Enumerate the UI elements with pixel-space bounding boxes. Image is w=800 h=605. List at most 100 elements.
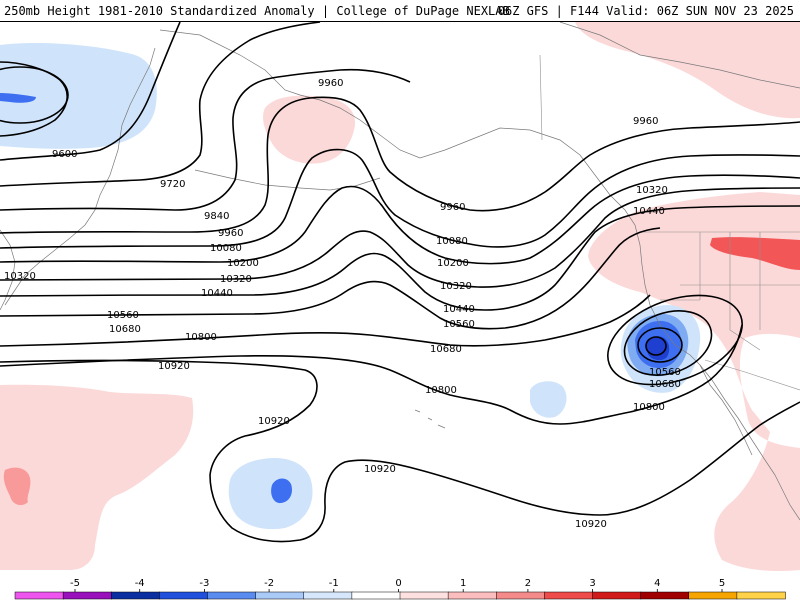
contour-low-kamchatka xyxy=(0,66,69,124)
colorbar-swatches xyxy=(14,591,786,600)
contour-9600 xyxy=(0,61,68,137)
label-10920-a: 10920 xyxy=(158,361,190,372)
anomaly-positive-westus xyxy=(588,192,800,571)
colorbar-swatch xyxy=(14,591,64,600)
label-10320-d: 10320 xyxy=(636,185,668,196)
contour-10080 xyxy=(0,148,800,249)
label-10800-c: 10800 xyxy=(633,402,665,413)
colorbar-tick-label: 0 xyxy=(395,578,401,589)
label-10680-a: 10680 xyxy=(109,324,141,335)
anomaly-negative-midpac-core xyxy=(271,478,292,504)
colorbar-swatch xyxy=(303,591,353,600)
colorbar-tick-label: 1 xyxy=(460,578,466,589)
colorbar-ticks: -5 -4 -3 -2 -1 0 1 2 3 4 5 xyxy=(70,578,725,592)
colorbar-tick-label: -5 xyxy=(70,578,80,589)
border-us-mexico xyxy=(704,359,800,391)
label-10800-a: 10800 xyxy=(185,332,217,343)
label-9960-a: 9960 xyxy=(218,228,243,239)
label-10560-b: 10560 xyxy=(443,319,475,330)
contour-cutoff-mid xyxy=(623,310,713,376)
coast-bc xyxy=(594,174,643,266)
label-9960-c: 9960 xyxy=(440,202,465,213)
colorbar-swatch xyxy=(592,591,642,600)
coast-baja xyxy=(699,364,753,456)
state-lines xyxy=(660,232,800,351)
colorbar-swatch xyxy=(399,591,449,600)
contour-10800 xyxy=(0,324,743,425)
label-10800-b: 10800 xyxy=(425,385,457,396)
label-10080-a: 10080 xyxy=(210,243,242,254)
contour-10320 xyxy=(0,187,800,288)
label-10560-c: 10560 xyxy=(649,367,681,378)
label-9840: 9840 xyxy=(204,211,229,222)
anomaly-positive-canada xyxy=(575,22,800,119)
colorbar-swatch xyxy=(62,591,112,600)
colorbar-swatch xyxy=(688,591,738,600)
colorbar-tick-label: 2 xyxy=(525,578,531,589)
colorbar-swatch xyxy=(447,591,497,600)
colorbar-swatch xyxy=(736,591,786,600)
contour-9600b xyxy=(0,22,181,161)
colorbar-swatch xyxy=(496,591,546,600)
label-10440-b: 10440 xyxy=(443,304,475,315)
colorbar-svg: -5 -4 -3 -2 -1 0 1 2 3 4 5 xyxy=(14,578,786,600)
contour-cutoff-outer xyxy=(607,294,743,386)
map-panel: 9600 9720 9840 9960 9960 9960 9960 10080… xyxy=(0,22,800,572)
anomaly-negative-midpac xyxy=(228,458,313,530)
colorbar-tick-label: -4 xyxy=(135,578,145,589)
contour-10440 xyxy=(0,205,800,311)
chart-title: 250mb Height 1981-2010 Standardized Anom… xyxy=(4,4,510,18)
coast-mexico xyxy=(774,474,800,521)
contour-9960 xyxy=(0,96,800,234)
colorbar-tick-label: -1 xyxy=(329,578,339,589)
colorbar-swatch xyxy=(640,591,690,600)
map-svg: 9600 9720 9840 9960 9960 9960 9960 10080… xyxy=(0,22,800,571)
contour-10920-west xyxy=(0,359,800,543)
colorbar-tick-label: -2 xyxy=(264,578,274,589)
contour-10200 xyxy=(0,174,800,265)
valid-time: 06Z GFS | F144 Valid: 06Z SUN NOV 23 202… xyxy=(497,4,794,18)
border-alaska-canada xyxy=(539,54,543,141)
colorbar-swatch xyxy=(255,591,305,600)
contour-10680 xyxy=(0,294,651,347)
label-10440-a: 10440 xyxy=(201,288,233,299)
anomaly-positive-wpac xyxy=(0,384,194,570)
label-10680-c: 10680 xyxy=(649,379,681,390)
label-10560-a: 10560 xyxy=(107,310,139,321)
colorbar-swatch xyxy=(544,591,594,600)
contour-10560 xyxy=(0,227,661,330)
coast-alaska xyxy=(159,29,596,176)
anomaly-negative-kamchatka-core xyxy=(0,93,36,103)
contour-cutoff-inner xyxy=(637,327,683,363)
label-10920-d: 10920 xyxy=(575,519,607,530)
contour-9840 xyxy=(0,68,411,211)
colorbar-tick-label: -3 xyxy=(199,578,209,589)
anomaly-positive-bering xyxy=(262,95,356,164)
label-10680-b: 10680 xyxy=(430,344,462,355)
colorbar: -5 -4 -3 -2 -1 0 1 2 3 4 5 xyxy=(0,572,800,600)
label-9720: 9720 xyxy=(160,179,185,190)
borders xyxy=(539,54,800,391)
label-10080-b: 10080 xyxy=(436,236,468,247)
hawaii-islands xyxy=(414,409,446,429)
contour-cutoff-core xyxy=(645,336,667,356)
contour-labels: 9600 9720 9840 9960 9960 9960 9960 10080… xyxy=(4,78,681,530)
label-10320-c: 10320 xyxy=(440,281,472,292)
anomaly-positive-wpac-strong xyxy=(3,467,31,506)
anomaly-negative-hawaii xyxy=(530,381,567,418)
coast-asia xyxy=(4,47,156,306)
label-10920-b: 10920 xyxy=(258,416,290,427)
label-9960-d: 9960 xyxy=(633,116,658,127)
colorbar-swatch xyxy=(351,591,401,600)
label-9600: 9600 xyxy=(52,149,77,160)
colorbar-swatch xyxy=(159,591,209,600)
label-9960-b: 9960 xyxy=(318,78,343,89)
colorbar-swatch xyxy=(111,591,161,600)
label-10320-a: 10320 xyxy=(4,271,36,282)
height-contours xyxy=(0,22,800,543)
contour-9720 xyxy=(0,22,321,187)
label-10440-c: 10440 xyxy=(633,206,665,217)
colorbar-swatch xyxy=(207,591,257,600)
coast-canada-north xyxy=(559,22,800,89)
colorbar-tick-label: 5 xyxy=(719,578,725,589)
